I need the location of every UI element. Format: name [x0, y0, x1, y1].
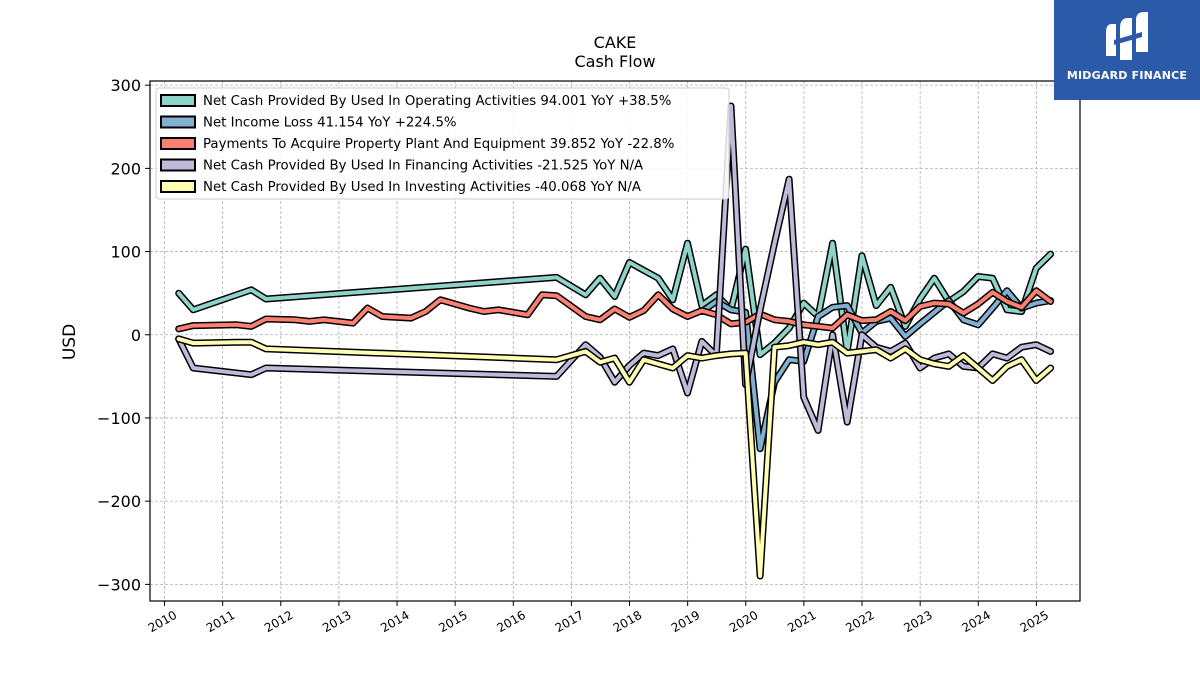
- x-tick-label: 2022: [843, 608, 876, 635]
- x-tick-label: 2023: [901, 608, 934, 635]
- x-tick-label: 2019: [669, 608, 702, 635]
- chart-title: CAKE: [594, 33, 637, 52]
- legend-entry-label: Net Income Loss 41.154 YoY +224.5%: [203, 116, 457, 131]
- x-tick-label: 2013: [320, 608, 353, 635]
- series-3-line: [176, 288, 1053, 331]
- x-tick-label: 2010: [146, 608, 179, 635]
- y-tick-label: 100: [110, 243, 141, 262]
- y-axis-label: USD: [60, 324, 80, 360]
- x-tick-label: 2025: [1018, 608, 1051, 635]
- legend-swatch: [160, 180, 196, 193]
- legend-swatch: [160, 115, 196, 129]
- legend-swatch: [160, 137, 196, 150]
- x-tick-label: 2017: [553, 608, 586, 635]
- y-axis-ticks: −300 −200 −100 0 100 200 300: [97, 76, 150, 594]
- brand-name: MIDGARD FINANCE: [1066, 69, 1188, 82]
- chart-subtitle: Cash Flow: [574, 52, 655, 71]
- y-tick-label: −200: [97, 492, 141, 511]
- legend-box: [155, 87, 730, 200]
- x-tick-label: 2024: [960, 608, 993, 635]
- legend-entry-label: Net Cash Provided By Used In Financing A…: [203, 159, 643, 174]
- legend-entry-label: Payments To Acquire Property Plant And E…: [203, 137, 674, 152]
- x-tick-label: 2012: [262, 608, 295, 635]
- y-tick-label: 300: [110, 76, 141, 95]
- legend-swatch: [160, 94, 196, 107]
- brand-mark-icon: [1106, 12, 1148, 60]
- series-lines: [175, 102, 1055, 580]
- legend: Net Cash Provided By Used In Operating A…: [155, 87, 730, 200]
- brand-logo: MIDGARD FINANCE: [1054, 0, 1200, 100]
- x-axis-ticks: 2010 2011 2012 2013 2014 2015 2016 2017 2018 2019…: [146, 601, 1051, 635]
- legend-entry-label: Net Cash Provided By Used In Investing A…: [203, 180, 641, 195]
- legend-entry-label: Net Cash Provided By Used In Operating A…: [203, 94, 671, 109]
- x-tick-label: 2018: [611, 608, 644, 635]
- y-tick-label: −100: [97, 409, 141, 428]
- x-tick-label: 2014: [378, 608, 411, 635]
- series-5-line: [176, 336, 1053, 578]
- plot-frame: [149, 80, 1081, 602]
- x-tick-label: 2015: [436, 608, 469, 635]
- y-tick-label: 200: [110, 159, 141, 178]
- series-1-line: [176, 241, 1053, 357]
- y-tick-label: −300: [97, 575, 141, 594]
- x-tick-label: 2011: [204, 608, 237, 635]
- legend-swatch: [160, 158, 196, 172]
- x-tick-label: 2021: [785, 608, 818, 635]
- x-tick-label: 2020: [727, 608, 760, 635]
- y-tick-label: 0: [131, 326, 141, 345]
- x-tick-label: 2016: [495, 608, 528, 635]
